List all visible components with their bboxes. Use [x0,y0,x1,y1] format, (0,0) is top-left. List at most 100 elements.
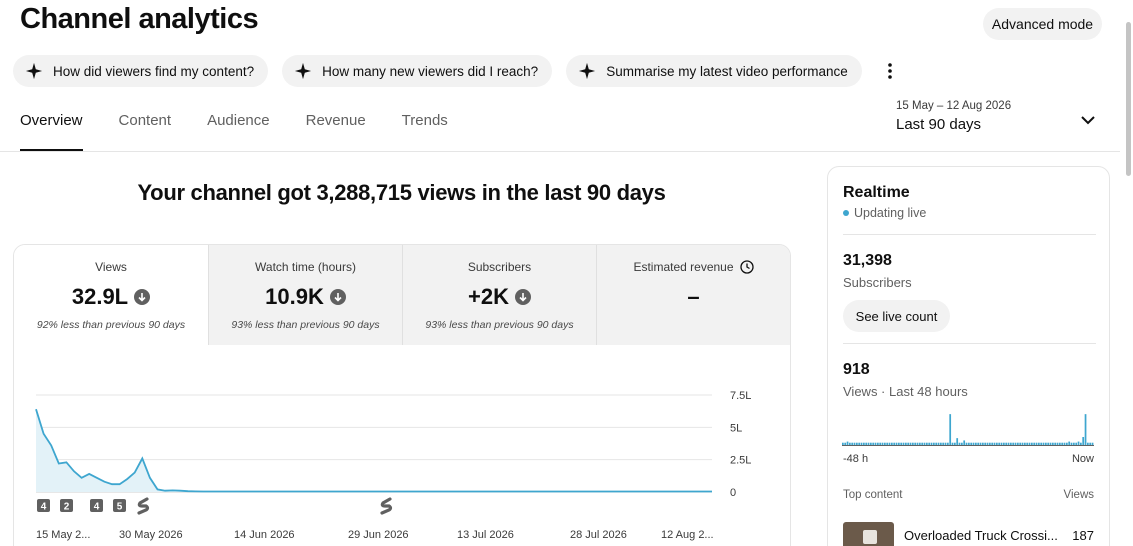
realtime-bar[interactable] [940,442,942,445]
realtime-bar[interactable] [928,442,931,445]
realtime-bar[interactable] [877,442,879,445]
shorts-icon[interactable] [380,497,393,515]
realtime-bar[interactable] [1049,442,1052,445]
realtime-bar[interactable] [930,442,933,445]
realtime-bar[interactable] [942,442,945,445]
realtime-bar[interactable] [1024,442,1026,445]
realtime-bar[interactable] [870,442,872,445]
realtime-bar[interactable] [1019,442,1022,445]
realtime-bar[interactable] [1014,442,1017,445]
video-thumbnail[interactable] [843,522,894,546]
realtime-bar[interactable] [874,442,877,445]
realtime-bar[interactable] [900,442,903,445]
chart-marker[interactable]: 4 [37,499,50,513]
realtime-bar[interactable] [1073,442,1075,445]
realtime-bar[interactable] [858,442,861,445]
realtime-bar[interactable] [884,442,886,445]
realtime-bar[interactable] [851,442,854,445]
realtime-bar[interactable] [1028,442,1031,445]
realtime-bar[interactable] [842,442,844,445]
realtime-bar[interactable] [923,442,926,445]
realtime-bar[interactable] [844,442,847,445]
realtime-bar[interactable] [1084,414,1087,445]
realtime-bar[interactable] [1054,442,1057,445]
chip-viewer-sources[interactable]: How did viewers find my content? [13,55,269,87]
chart-marker[interactable]: 5 [113,499,126,513]
advanced-mode-button[interactable]: Advanced mode [983,8,1102,40]
realtime-bar[interactable] [926,442,928,445]
realtime-bar[interactable] [982,442,984,445]
realtime-bar[interactable] [1017,442,1019,445]
realtime-bar[interactable] [1082,437,1085,445]
tab-audience[interactable]: Audience [207,112,270,129]
realtime-bar[interactable] [996,442,998,445]
realtime-bar[interactable] [1091,442,1094,445]
realtime-bar[interactable] [1075,442,1078,445]
realtime-bar[interactable] [1003,442,1005,445]
realtime-bar[interactable] [893,442,896,445]
realtime-bar[interactable] [1080,442,1082,445]
scrollbar-thumb[interactable] [1126,22,1131,176]
realtime-bar[interactable] [933,442,935,445]
realtime-bar[interactable] [944,442,947,445]
realtime-bar[interactable] [916,442,919,445]
realtime-bar[interactable] [963,440,966,445]
realtime-bar[interactable] [853,442,856,445]
chevron-down-icon[interactable] [1079,111,1097,129]
date-range-selector[interactable]: 15 May – 12 Aug 2026 Last 90 days [896,100,1011,133]
realtime-bar[interactable] [972,442,975,445]
realtime-bar[interactable] [1038,442,1040,445]
realtime-bar[interactable] [1068,441,1071,445]
realtime-bar[interactable] [968,442,970,445]
realtime-bar[interactable] [1000,442,1003,445]
realtime-bar[interactable] [958,442,961,445]
realtime-bar[interactable] [984,442,987,445]
realtime-bar[interactable] [849,442,851,445]
realtime-bar[interactable] [951,442,954,445]
realtime-bar[interactable] [986,442,989,445]
realtime-bar[interactable] [1063,442,1066,445]
realtime-bar[interactable] [1021,442,1024,445]
tab-content[interactable]: Content [118,112,172,129]
realtime-bar[interactable] [1012,442,1015,445]
metric-subscribers[interactable]: Subscribers +2K 93% less than previous 9… [402,245,596,345]
realtime-bar[interactable] [1033,442,1036,445]
realtime-bar[interactable] [1070,442,1073,445]
realtime-bar[interactable] [921,442,924,445]
realtime-bar[interactable] [912,442,914,445]
realtime-bar[interactable] [872,442,875,445]
see-live-count-button[interactable]: See live count [843,300,950,332]
realtime-bar[interactable] [989,442,991,445]
realtime-bar[interactable] [1047,442,1050,445]
realtime-bar[interactable] [1026,442,1029,445]
shorts-icon[interactable] [137,497,150,515]
realtime-bar[interactable] [867,442,870,445]
realtime-bar[interactable] [1035,442,1038,445]
realtime-bar[interactable] [1061,442,1064,445]
realtime-bar[interactable] [965,442,968,445]
realtime-bar[interactable] [1007,442,1010,445]
realtime-bar[interactable] [1066,442,1068,445]
realtime-bar[interactable] [909,442,912,445]
realtime-bar[interactable] [856,442,858,445]
realtime-bar[interactable] [891,442,893,445]
tab-trends[interactable]: Trends [401,112,448,129]
realtime-bar[interactable] [1089,442,1092,445]
realtime-bar[interactable] [949,414,952,445]
realtime-bar[interactable] [935,442,938,445]
realtime-bar[interactable] [1087,442,1089,445]
realtime-bar[interactable] [1031,442,1033,445]
realtime-bar[interactable] [956,438,959,445]
realtime-bar[interactable] [1042,442,1045,445]
realtime-bar[interactable] [991,442,994,445]
realtime-bar[interactable] [979,442,982,445]
realtime-bar[interactable] [846,441,849,445]
scrollbar-track[interactable] [1122,0,1133,546]
realtime-bar[interactable] [905,442,907,445]
realtime-bar[interactable] [1040,442,1043,445]
realtime-bar[interactable] [1056,442,1059,445]
metric-views[interactable]: Views 32.9L 92% less than previous 90 da… [14,245,208,345]
realtime-bar[interactable] [954,442,956,445]
realtime-bar[interactable] [977,442,980,445]
chip-new-viewers[interactable]: How many new viewers did I reach? [282,55,553,87]
